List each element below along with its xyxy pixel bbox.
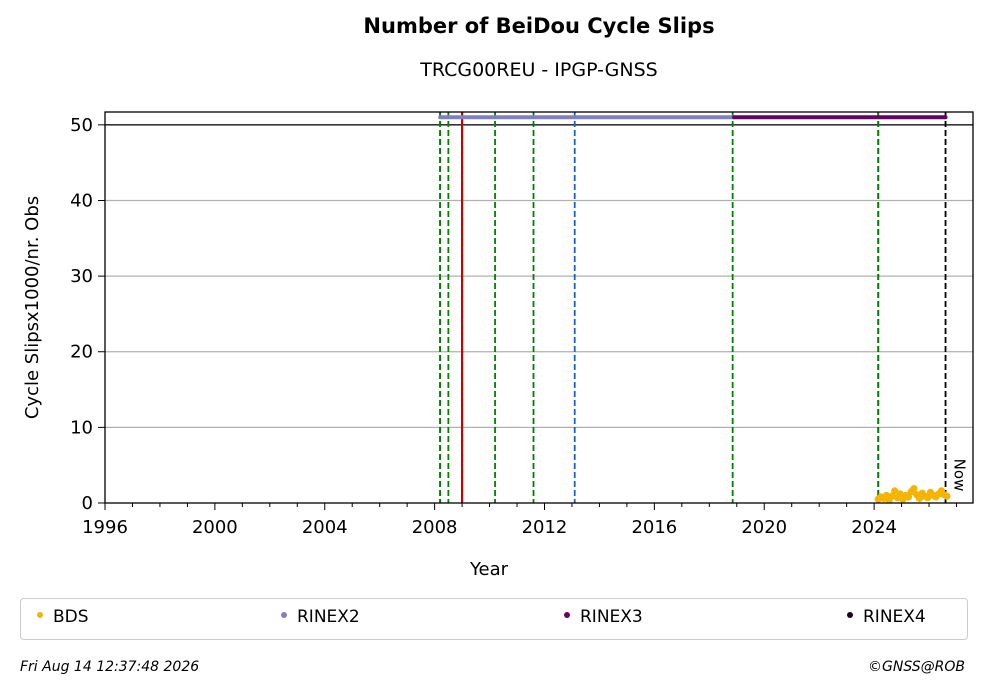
legend-marker-rinex4 [847,612,853,618]
bds-point-15 [915,494,924,503]
footer-timestamp: Fri Aug 14 12:37:48 2026 [20,659,200,675]
x-tick-label-2000: 2000 [192,517,238,538]
bds-point-25 [943,492,951,500]
legend: BDS RINEX2 RINEX3 RINEX4 [20,598,968,640]
y-tick-label-30: 30 [70,266,93,287]
legend-label-bds: BDS [53,607,89,627]
legend-label-rinex3: RINEX3 [580,607,643,627]
legend-item-rinex2: RINEX2 [281,607,360,627]
legend-marker-bds [37,612,43,618]
bds-point-13 [910,485,918,493]
legend-label-rinex2: RINEX2 [297,607,360,627]
y-tick-label-20: 20 [70,342,93,363]
bds-point-5 [888,492,896,500]
x-tick-label-2012: 2012 [522,517,568,538]
chart-title: Number of BeiDou Cycle Slips [363,14,715,38]
legend-item-rinex3: RINEX3 [564,607,643,627]
legend-item-rinex4: RINEX4 [847,607,926,627]
legend-marker-rinex3 [564,612,570,618]
y-tick-label-40: 40 [70,190,93,211]
y-axis-label: Cycle Slipsx1000/nr. Obs [22,196,43,419]
bds-point-6 [891,487,899,495]
x-tick-label-2016: 2016 [631,517,677,538]
chart-subtitle: TRCG00REU - IPGP-GNSS [420,59,658,81]
bds-point-8 [896,490,904,498]
y-tick-label-0: 0 [82,493,93,514]
legend-label-rinex4: RINEX4 [863,607,926,627]
bds-point-18 [924,494,932,502]
y-tick-label-10: 10 [70,417,93,438]
x-tick-label-2024: 2024 [851,517,897,538]
plot-frame [104,111,974,504]
legend-marker-rinex2 [281,612,287,618]
bds-point-11 [904,493,913,501]
x-tick-label-2020: 2020 [741,517,787,538]
now-label: Now [951,459,969,492]
footer-credit: ©GNSS@ROB [868,659,965,675]
x-tick-label-2004: 2004 [302,517,348,538]
legend-item-bds: BDS [37,607,89,627]
x-axis-label: Year [469,559,509,580]
y-tick-label-50: 50 [70,115,93,136]
x-tick-label-1996: 1996 [82,517,128,538]
x-tick-label-2008: 2008 [412,517,458,538]
